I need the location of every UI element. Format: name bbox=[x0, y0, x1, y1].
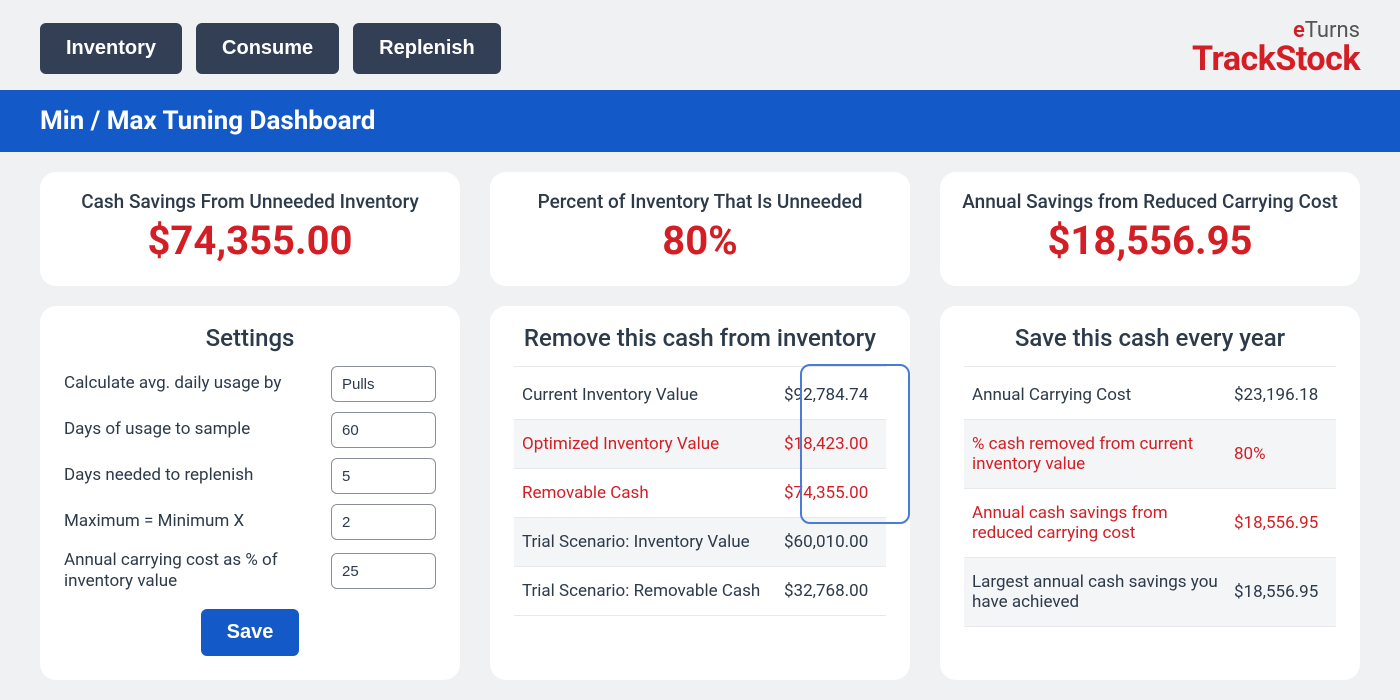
kpi-annual-savings-value: $18,556.95 bbox=[958, 217, 1342, 264]
save-cash-card: Save this cash every year Annual Carryin… bbox=[940, 306, 1360, 680]
kpi-annual-savings-label: Annual Savings from Reduced Carrying Cos… bbox=[958, 190, 1342, 213]
kpi-annual-savings: Annual Savings from Reduced Carrying Cos… bbox=[940, 172, 1360, 286]
kpi-row: Cash Savings From Unneeded Inventory $74… bbox=[0, 152, 1400, 286]
row-label: Optimized Inventory Value bbox=[514, 420, 776, 469]
settings-max-min-label: Maximum = Minimum X bbox=[64, 511, 319, 532]
row-value: $23,196.18 bbox=[1226, 371, 1336, 420]
table-row: Trial Scenario: Inventory Value$60,010.0… bbox=[514, 518, 886, 567]
table-row: Trial Scenario: Removable Cash$32,768.00 bbox=[514, 567, 886, 616]
save-cash-title: Save this cash every year bbox=[964, 324, 1336, 352]
settings-row-carry-cost: Annual carrying cost as % of inventory v… bbox=[64, 550, 436, 593]
kpi-percent-unneeded-label: Percent of Inventory That Is Unneeded bbox=[508, 190, 892, 213]
panels-row: Settings Calculate avg. daily usage by D… bbox=[0, 286, 1400, 680]
settings-calc-label: Calculate avg. daily usage by bbox=[64, 373, 319, 394]
row-value: $18,556.95 bbox=[1226, 489, 1336, 558]
settings-days-sample-label: Days of usage to sample bbox=[64, 419, 319, 440]
table-row: Largest annual cash savings you have ach… bbox=[964, 558, 1336, 627]
settings-max-min-input[interactable] bbox=[331, 504, 436, 540]
row-label: Current Inventory Value bbox=[514, 371, 776, 420]
row-value: $74,355.00 bbox=[776, 469, 886, 518]
kpi-cash-savings-label: Cash Savings From Unneeded Inventory bbox=[58, 190, 442, 213]
settings-row-calc: Calculate avg. daily usage by bbox=[64, 366, 436, 402]
row-label: Removable Cash bbox=[514, 469, 776, 518]
kpi-cash-savings: Cash Savings From Unneeded Inventory $74… bbox=[40, 172, 460, 286]
row-value: $60,010.00 bbox=[776, 518, 886, 567]
settings-row-days-sample: Days of usage to sample bbox=[64, 412, 436, 448]
top-bar: Inventory Consume Replenish eTurns Track… bbox=[0, 0, 1400, 90]
table-row: Current Inventory Value$92,784.74 bbox=[514, 371, 886, 420]
nav-replenish-button[interactable]: Replenish bbox=[353, 23, 501, 74]
row-label: % cash removed from current inventory va… bbox=[964, 420, 1226, 489]
settings-days-sample-input[interactable] bbox=[331, 412, 436, 448]
kpi-cash-savings-value: $74,355.00 bbox=[58, 217, 442, 264]
settings-row-days-replenish: Days needed to replenish bbox=[64, 458, 436, 494]
table-row: Annual cash savings from reduced carryin… bbox=[964, 489, 1336, 558]
logo-main: TrackStock bbox=[1192, 42, 1360, 76]
row-label: Trial Scenario: Removable Cash bbox=[514, 567, 776, 616]
row-value: $32,768.00 bbox=[776, 567, 886, 616]
save-button[interactable]: Save bbox=[201, 609, 300, 656]
settings-days-replenish-input[interactable] bbox=[331, 458, 436, 494]
row-value: $18,556.95 bbox=[1226, 558, 1336, 627]
save-cash-table: Annual Carrying Cost$23,196.18% cash rem… bbox=[964, 371, 1336, 627]
settings-row-max-min: Maximum = Minimum X bbox=[64, 504, 436, 540]
table-row: Annual Carrying Cost$23,196.18 bbox=[964, 371, 1336, 420]
settings-card: Settings Calculate avg. daily usage by D… bbox=[40, 306, 460, 680]
settings-days-replenish-label: Days needed to replenish bbox=[64, 465, 319, 486]
row-label: Annual Carrying Cost bbox=[964, 371, 1226, 420]
settings-carry-cost-label: Annual carrying cost as % of inventory v… bbox=[64, 550, 319, 593]
nav-inventory-button[interactable]: Inventory bbox=[40, 23, 182, 74]
row-value: $18,423.00 bbox=[776, 420, 886, 469]
kpi-percent-unneeded: Percent of Inventory That Is Unneeded 80… bbox=[490, 172, 910, 286]
brand-logo: eTurns TrackStock bbox=[1192, 20, 1360, 76]
row-label: Largest annual cash savings you have ach… bbox=[964, 558, 1226, 627]
row-value: $92,784.74 bbox=[776, 371, 886, 420]
row-value: 80% bbox=[1226, 420, 1336, 489]
divider bbox=[514, 366, 886, 367]
settings-title: Settings bbox=[64, 324, 436, 352]
table-row: % cash removed from current inventory va… bbox=[964, 420, 1336, 489]
table-row: Removable Cash$74,355.00 bbox=[514, 469, 886, 518]
remove-cash-table: Current Inventory Value$92,784.74Optimiz… bbox=[514, 371, 886, 616]
table-row: Optimized Inventory Value$18,423.00 bbox=[514, 420, 886, 469]
divider bbox=[964, 366, 1336, 367]
kpi-percent-unneeded-value: 80% bbox=[508, 217, 892, 264]
row-label: Annual cash savings from reduced carryin… bbox=[964, 489, 1226, 558]
remove-cash-card: Remove this cash from inventory Current … bbox=[490, 306, 910, 680]
row-label: Trial Scenario: Inventory Value bbox=[514, 518, 776, 567]
remove-cash-title: Remove this cash from inventory bbox=[514, 324, 886, 352]
settings-carry-cost-input[interactable] bbox=[331, 553, 436, 589]
page-title: Min / Max Tuning Dashboard bbox=[0, 90, 1400, 152]
nav-consume-button[interactable]: Consume bbox=[196, 23, 339, 74]
settings-calc-input[interactable] bbox=[331, 366, 436, 402]
